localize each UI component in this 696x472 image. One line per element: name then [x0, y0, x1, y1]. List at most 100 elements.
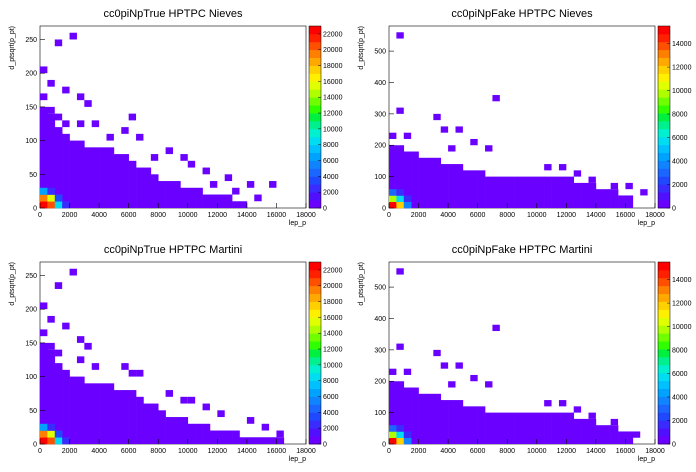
x-tick-label: 16000 — [267, 448, 287, 455]
heatmap-cell — [209, 181, 218, 188]
heatmap-cell — [54, 282, 63, 289]
heatmap-cell — [558, 400, 567, 407]
colorbar-swatch — [658, 65, 670, 74]
heatmap-column — [558, 412, 567, 444]
x-tick-label: 4000 — [91, 212, 107, 219]
heatmap-column — [136, 167, 144, 208]
heatmap-cell — [396, 32, 404, 39]
colorbar-swatch — [309, 396, 321, 405]
x-tick-label: 18000 — [645, 448, 665, 455]
heatmap-column — [558, 176, 567, 208]
panel-title: cc0piNpFake HPTPC Nieves — [451, 8, 593, 20]
heatmap-cell — [128, 369, 137, 377]
heatmap-column — [514, 412, 523, 444]
colorbar-tick-label: 14000 — [323, 95, 343, 102]
colorbar-swatch — [309, 113, 321, 122]
colorbar-tick-label: 8000 — [323, 378, 339, 385]
heatmap-cell — [47, 79, 55, 87]
colorbar-swatch — [309, 436, 321, 445]
heatmap-column — [54, 363, 63, 444]
colorbar-tick-label: 16000 — [323, 79, 343, 86]
x-tick-label: 16000 — [267, 212, 287, 219]
y-axis-label: d_ptsqrt(p_pt) — [358, 262, 365, 306]
heatmap-cell — [136, 369, 144, 377]
colorbar-swatch — [658, 33, 670, 43]
y-tick-label: 100 — [374, 174, 386, 181]
heatmap-cell — [150, 154, 159, 161]
heatmap-column — [150, 174, 159, 208]
x-tick-label: 12000 — [208, 448, 228, 455]
heatmap-cell — [84, 342, 92, 350]
heatmap-cell — [455, 126, 463, 133]
colorbar-swatch — [309, 325, 321, 334]
colorbar-frame — [308, 25, 322, 209]
heatmap-column — [470, 406, 478, 444]
heatmap-column — [239, 201, 248, 208]
heatmap-column — [462, 170, 471, 208]
heatmap-column — [69, 376, 78, 444]
colorbar-swatch — [658, 89, 670, 98]
x-tick-label: 6000 — [470, 212, 486, 219]
colorbar-tick-label: 6000 — [323, 158, 339, 165]
heatmap-column — [128, 160, 137, 208]
heatmap-cell — [121, 363, 129, 370]
colorbar-swatch — [309, 285, 321, 295]
heatmap-cell — [91, 120, 100, 128]
heatmap-column — [143, 403, 152, 444]
heatmap-column — [121, 154, 129, 208]
heatmap-column — [62, 133, 70, 208]
colorbar-tick-label: 8000 — [672, 348, 688, 355]
colorbar-swatch — [658, 160, 670, 169]
heatmap-cell — [246, 417, 255, 424]
colorbar-swatch — [309, 105, 321, 114]
colorbar-swatch — [309, 97, 321, 106]
heatmap-cell — [389, 201, 397, 209]
heatmap-column — [128, 390, 137, 444]
heatmap-cell — [62, 322, 70, 330]
colorbar-tick-label: 10000 — [323, 126, 343, 133]
heatmap-cell — [485, 381, 493, 388]
colorbar-tick-label: 6000 — [672, 135, 688, 142]
heatmap-column — [492, 176, 501, 208]
heatmap-column — [195, 423, 203, 444]
heatmap-column — [261, 437, 270, 444]
heatmap-cell — [573, 406, 582, 413]
x-tick-label: 10000 — [178, 448, 198, 455]
heatmap-cell — [47, 342, 55, 350]
colorbar-tick-label: 12000 — [672, 301, 692, 308]
heatmap-column — [173, 181, 181, 208]
heatmap-cell — [403, 201, 412, 209]
colorbar-swatch — [309, 33, 321, 43]
heatmap-column — [224, 430, 233, 444]
heatmap-column — [84, 383, 93, 444]
colorbar-swatch — [309, 356, 321, 366]
colorbar-swatch — [658, 176, 670, 185]
colorbar-tick-label: 4000 — [672, 159, 688, 166]
colorbar-swatch — [309, 412, 321, 421]
heatmap-column — [62, 369, 70, 444]
heatmap-column — [136, 396, 144, 444]
colorbar-tick-label: 2000 — [672, 418, 688, 425]
heatmap-cell — [165, 147, 173, 155]
heatmap-column — [150, 403, 159, 444]
colorbar-swatch — [309, 420, 321, 429]
heatmap-cell — [440, 126, 449, 133]
x-tick-label: 10000 — [178, 212, 198, 219]
colorbar-frame — [657, 25, 671, 209]
heatmap-column — [84, 147, 93, 208]
heatmap-column — [470, 170, 478, 208]
heatmap-cell — [246, 181, 255, 188]
heatmap-column — [47, 349, 56, 444]
colorbar-swatch — [309, 120, 321, 130]
heatmap-cell — [610, 182, 619, 190]
heatmap-column — [396, 381, 405, 444]
heatmap-cell — [47, 106, 55, 114]
heatmap-cell — [40, 437, 48, 445]
heatmap-cell — [403, 431, 412, 439]
heatmap-cell — [403, 132, 412, 139]
heatmap-cell — [40, 302, 48, 310]
colorbar: 0 2000 4000 6000 8000 10000 12000 14000 — [657, 261, 692, 449]
y-tick-label: 0 — [33, 206, 37, 213]
heatmap-cell — [403, 437, 412, 445]
heatmap-cell — [76, 93, 85, 101]
